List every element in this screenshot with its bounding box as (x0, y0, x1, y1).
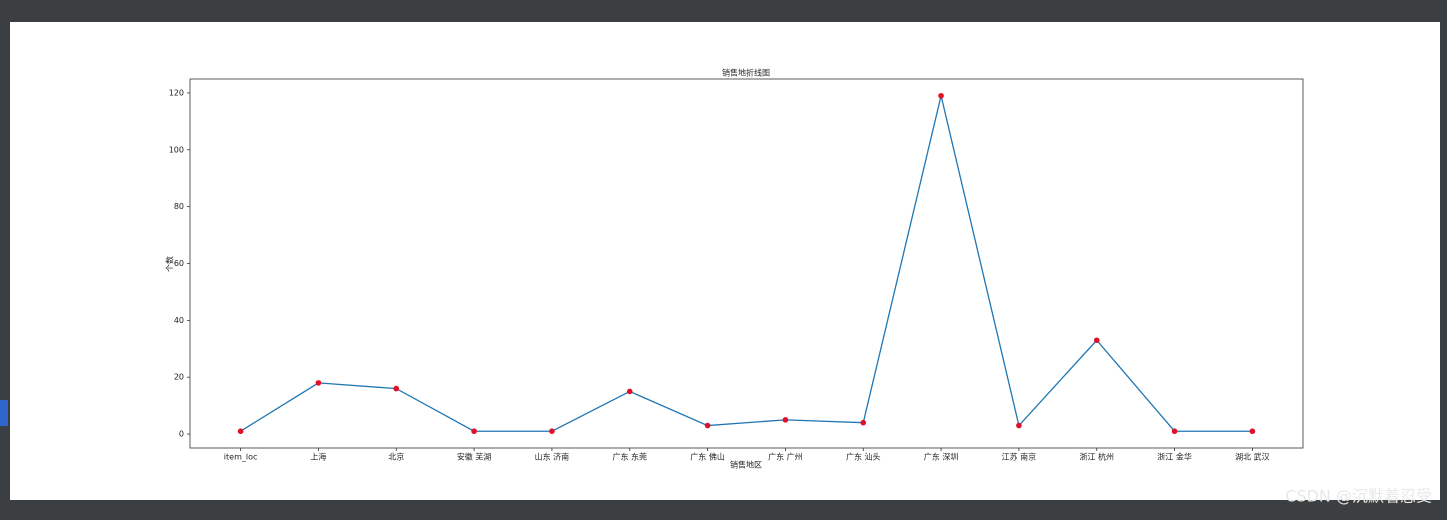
line (240, 95, 1253, 432)
x-tick-label: 北京 (388, 452, 404, 462)
y-tick-label: 0 (179, 430, 184, 439)
x-axis-label: 销售地区 (730, 460, 762, 470)
x-tick-label: 湖北 武汉 (1235, 452, 1270, 462)
x-tick-label: 上海 (310, 452, 326, 462)
marker (1093, 337, 1100, 344)
y-tick-label: 40 (174, 316, 184, 325)
chart-title: 销售地折线图 (722, 68, 770, 78)
x-tick-label: 广东 深圳 (924, 452, 959, 462)
y-tick-label: 20 (174, 373, 184, 382)
y-tick-label: 100 (169, 145, 184, 154)
marker (1249, 428, 1256, 435)
marker (1016, 422, 1022, 429)
x-tick-label: 广东 佛山 (690, 452, 725, 462)
marker (471, 428, 477, 435)
x-tick-label: 浙江 金华 (1157, 452, 1192, 462)
x-tick-label: 广东 东莞 (612, 452, 647, 462)
y-axis-label: 个数 (165, 256, 175, 272)
marker (860, 419, 867, 426)
marker (315, 380, 322, 386)
marker (549, 428, 555, 435)
marker (782, 417, 789, 423)
marker (1171, 428, 1178, 435)
x-tick-label: item_loc (224, 453, 258, 462)
marker (938, 92, 944, 99)
x-tick-label: 浙江 杭州 (1079, 452, 1114, 462)
y-tick-label: 80 (174, 202, 184, 211)
marker (626, 388, 633, 395)
canvas (10, 22, 1440, 500)
watermark: CSDN @沉默着忍受 (1285, 487, 1432, 506)
side-marker (0, 400, 8, 426)
x-tick-label: 山东 济南 (535, 452, 570, 462)
marker (237, 428, 244, 435)
x-tick-label: 江苏 南京 (1002, 452, 1037, 462)
top-bar (0, 0, 1447, 22)
marker (393, 385, 400, 392)
y-tick-label: 120 (169, 88, 184, 97)
x-tick-label: 广东 汕头 (846, 452, 881, 462)
x-tick-label: 安徽 芜湖 (457, 452, 492, 462)
x-tick-label: 广东 广州 (768, 452, 803, 462)
marker (704, 422, 711, 429)
y-tick-label: 60 (174, 259, 184, 268)
